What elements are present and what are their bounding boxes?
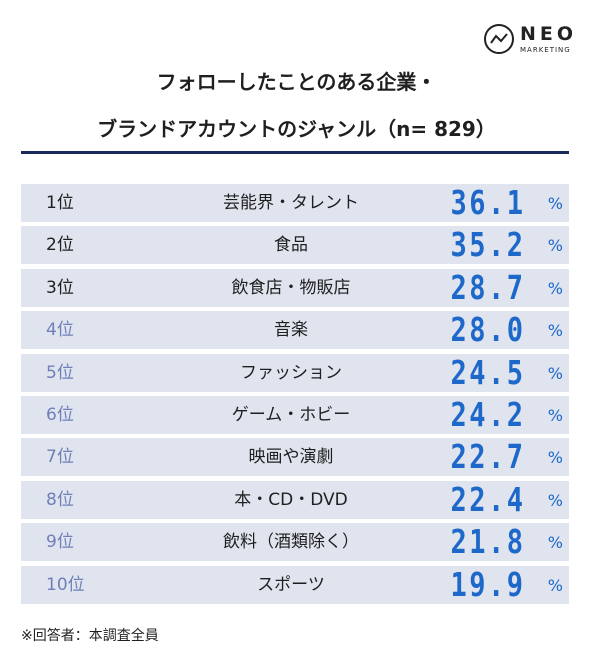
percent-value: 24.5 xyxy=(449,352,525,392)
genre-label: 芸能界・タレント xyxy=(223,193,359,213)
logo-name: NEO xyxy=(520,22,578,45)
table-row: 4位 音楽 28.0% xyxy=(21,310,569,350)
rank-label: 7位 xyxy=(46,447,74,468)
percent-value: 22.7 xyxy=(449,437,525,477)
genre-label: ゲーム・ホビー xyxy=(231,404,351,425)
rank-label: 3位 xyxy=(46,277,74,298)
percent-unit: % xyxy=(547,490,563,510)
table-row: 3位 飲食店・物販店 28.7% xyxy=(21,267,569,307)
table-row: 1位 芸能界・タレント 36.1% xyxy=(21,184,569,222)
table-row: 7位 映画や演劇 22.7% xyxy=(21,437,569,477)
percent-value: 19.9 xyxy=(449,564,525,604)
title-divider xyxy=(21,151,569,154)
percent-value: 21.8 xyxy=(449,522,525,562)
genre-label: 飲料（酒類除く） xyxy=(223,532,359,553)
table-row: 5位 ファッション 24.5% xyxy=(21,352,569,392)
genre-label: 食品 xyxy=(274,235,308,256)
percent-unit: % xyxy=(547,575,563,595)
genre-label: スポーツ xyxy=(257,574,325,595)
percent-unit: % xyxy=(547,533,563,553)
logo-subtitle: MARKETING xyxy=(520,45,571,54)
percent-unit: % xyxy=(547,448,563,468)
percent-value: 28.7 xyxy=(449,267,525,307)
percent-unit: % xyxy=(547,363,563,383)
chart-title-line2: ブランドアカウントのジャンル（n= 829） xyxy=(97,117,496,141)
table-row: 2位 食品 35.2% xyxy=(21,225,569,265)
genre-label: 飲食店・物販店 xyxy=(231,277,351,298)
chart-title-line1: フォローしたことのある企業・ xyxy=(156,70,437,94)
percent-value: 24.2 xyxy=(449,394,525,434)
genre-label: 本・CD・DVD xyxy=(234,489,348,510)
table-row: 10位 スポーツ 19.9% xyxy=(21,564,569,604)
genre-label: ファッション xyxy=(240,362,342,383)
logo-icon xyxy=(484,24,514,54)
genre-label: 映画や演劇 xyxy=(248,447,334,468)
percent-unit: % xyxy=(547,236,563,256)
rank-label: 10位 xyxy=(46,574,85,595)
rank-label: 9位 xyxy=(46,532,74,553)
percent-value: 28.0 xyxy=(449,310,525,350)
rank-label: 2位 xyxy=(46,235,74,256)
percent-unit: % xyxy=(547,405,563,425)
table-row: 6位 ゲーム・ホビー 24.2% xyxy=(21,394,569,434)
table-row: 9位 飲料（酒類除く） 21.8% xyxy=(21,522,569,562)
percent-unit: % xyxy=(547,194,563,213)
percent-value: 35.2 xyxy=(449,225,525,265)
genre-label: 音楽 xyxy=(274,320,308,341)
ranking-table: 1位 芸能界・タレント 36.1% 2位 食品 35.2% 3位 飲食店・物販店 28.7% 4位… xyxy=(21,184,569,608)
footnote: ※回答者：本調査全員 xyxy=(21,628,159,644)
percent-value: 36.1 xyxy=(449,183,525,222)
rank-label: 6位 xyxy=(46,404,74,425)
percent-unit: % xyxy=(547,278,563,298)
percent-unit: % xyxy=(547,321,563,341)
rank-label: 5位 xyxy=(46,362,74,383)
neo-marketing-logo: NEO MARKETING xyxy=(484,24,577,54)
table-row: 8位 本・CD・DVD 22.4% xyxy=(21,479,569,519)
rank-label: 1位 xyxy=(46,193,74,213)
rank-label: 8位 xyxy=(46,489,74,510)
rank-label: 4位 xyxy=(46,320,74,341)
percent-value: 22.4 xyxy=(449,479,525,519)
